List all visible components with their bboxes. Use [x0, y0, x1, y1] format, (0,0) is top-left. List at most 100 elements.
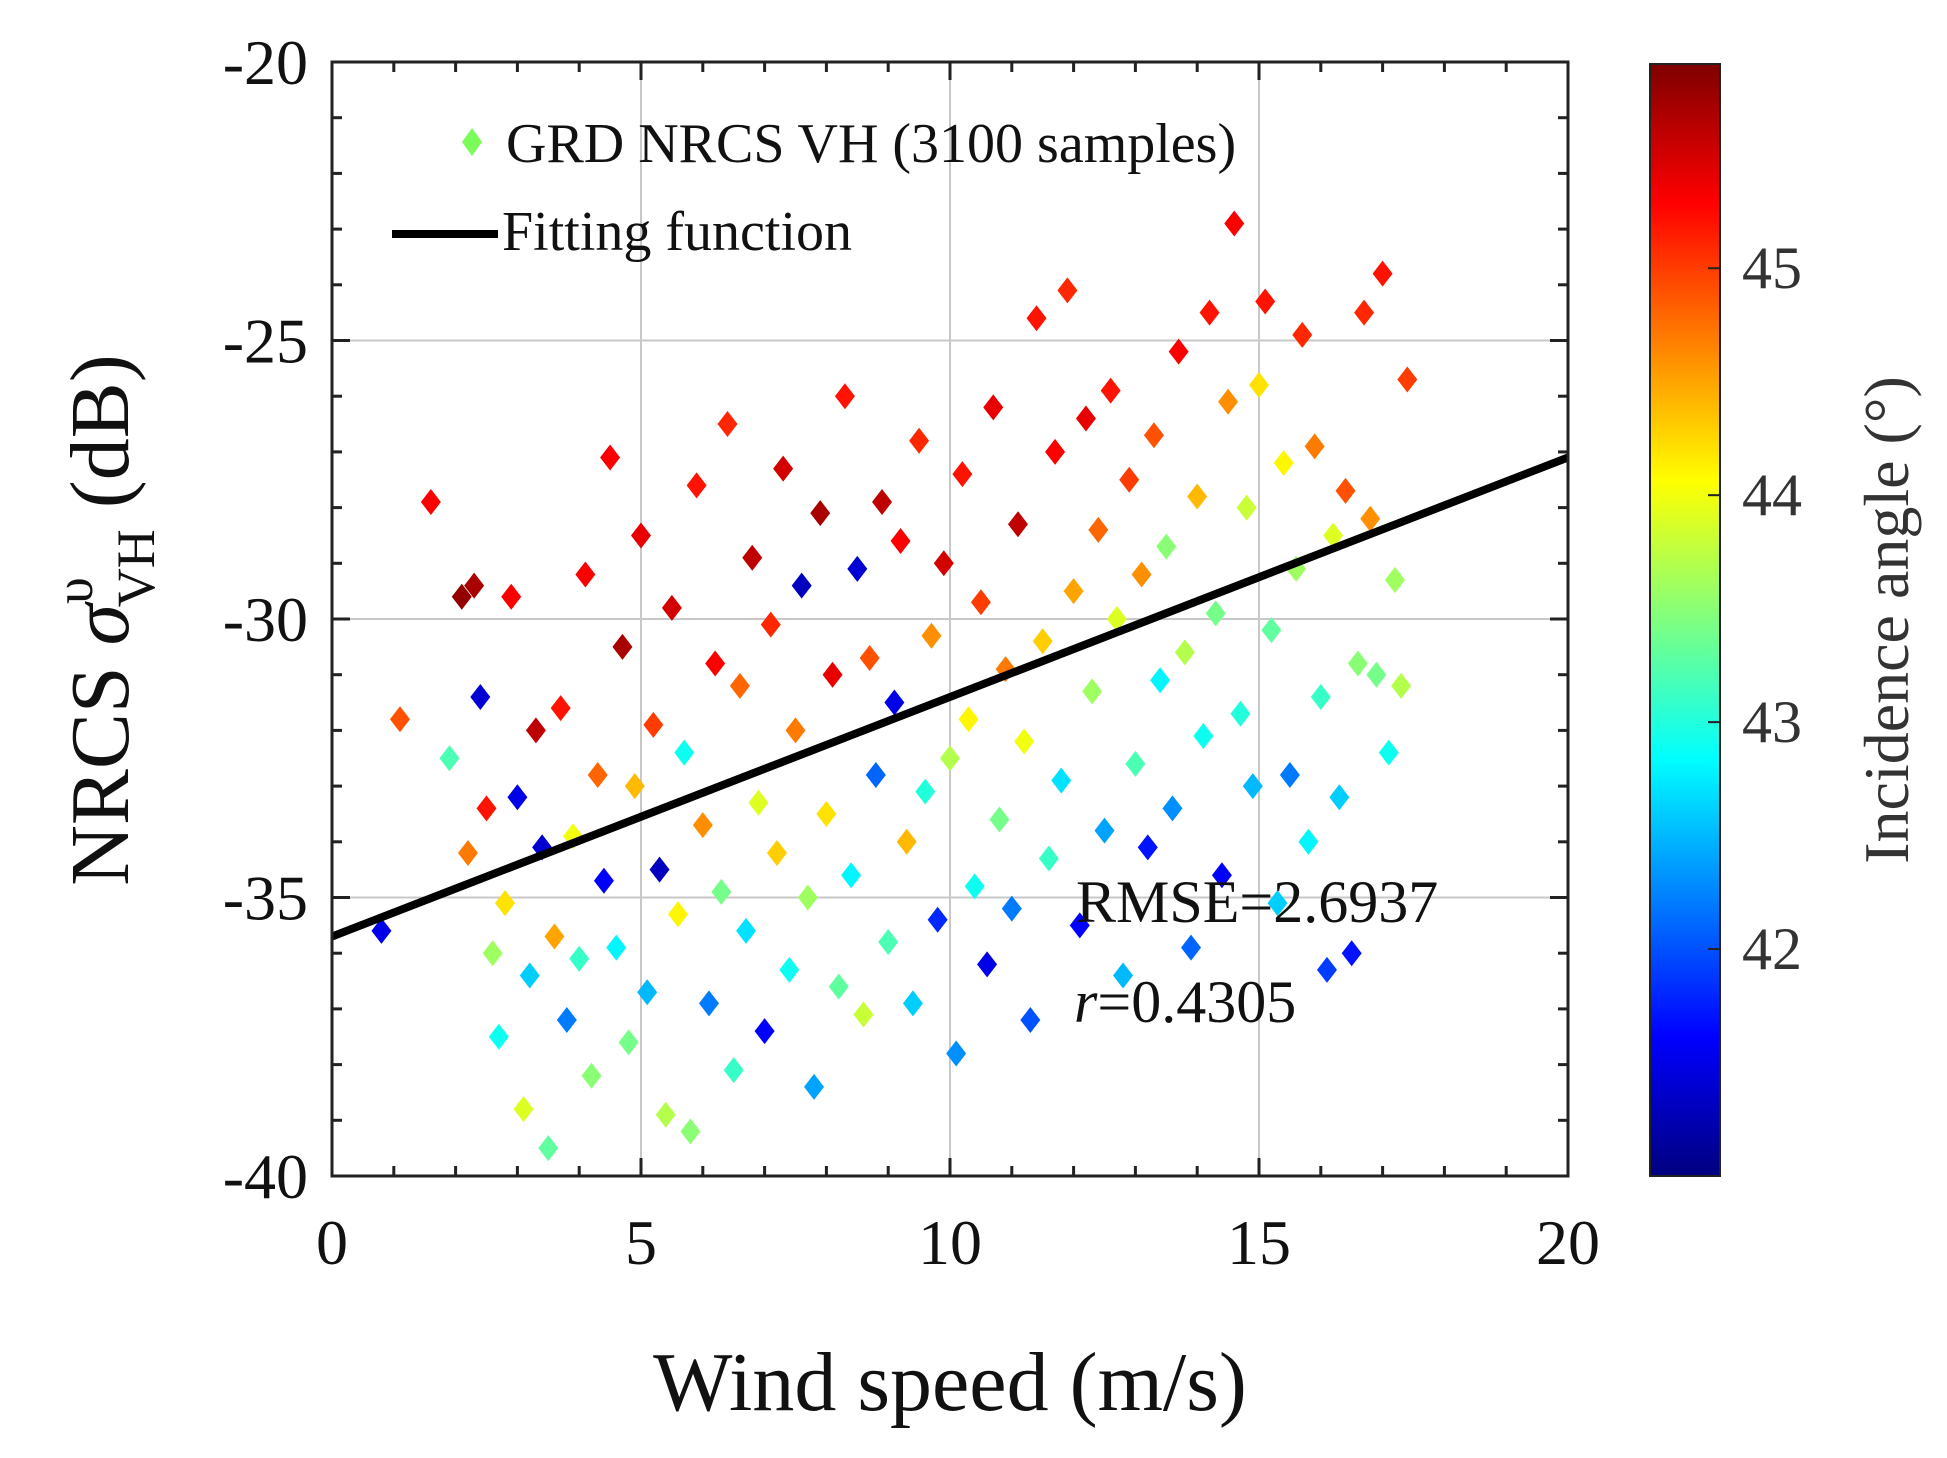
- scatter-point: [692, 812, 713, 839]
- scatter-point: [1329, 784, 1350, 811]
- scatter-point: [1150, 667, 1171, 694]
- scatter-point: [1391, 672, 1412, 699]
- scatter-point: [637, 979, 658, 1006]
- scatter-point: [1341, 940, 1362, 967]
- svg-text:NRCS συVH (dB): NRCS συVH (dB): [44, 354, 166, 886]
- scatter-point: [977, 951, 998, 978]
- y-tick-label: -40: [223, 1141, 308, 1212]
- scatter-point: [674, 739, 695, 766]
- scatter-point: [501, 583, 522, 610]
- scatter-point: [686, 472, 707, 499]
- scatter-point: [1347, 650, 1368, 677]
- fit-line: [332, 453, 1568, 941]
- scatter-point: [1267, 890, 1288, 917]
- y-label-suffix: (dB): [54, 354, 147, 529]
- scatter-point: [705, 650, 726, 677]
- r-annotation: r=0.4305: [1074, 969, 1296, 1035]
- scatter-point: [476, 795, 497, 822]
- scatter-point: [779, 956, 800, 983]
- colorbar-tick-label: 45: [1742, 235, 1802, 301]
- x-tick-label: 20: [1536, 1207, 1600, 1278]
- scatter-point: [952, 461, 973, 488]
- scatter-point: [389, 706, 410, 733]
- scatter-point: [1063, 578, 1084, 605]
- y-tick-label: -20: [223, 27, 308, 98]
- scatter-point: [1032, 628, 1053, 655]
- scatter-point: [946, 1040, 967, 1067]
- scatter-point: [1082, 678, 1103, 705]
- scatter-point: [1335, 477, 1356, 504]
- r-annotation-value: =0.4305: [1097, 969, 1296, 1035]
- scatter-point: [1205, 600, 1226, 627]
- scatter-point: [1279, 761, 1300, 788]
- scatter-point: [495, 890, 516, 917]
- scatter-point: [927, 906, 948, 933]
- rmse-annotation: RMSE=2.6937: [1076, 869, 1438, 935]
- scatter-point: [766, 839, 787, 866]
- scatter-point: [785, 717, 806, 744]
- scatter-point: [556, 1007, 577, 1034]
- scatter-point: [457, 839, 478, 866]
- scatter-point: [1137, 834, 1158, 861]
- scatter-point: [1304, 433, 1325, 460]
- x-tick-label: 15: [1227, 1207, 1291, 1278]
- scatter-point: [736, 917, 757, 944]
- scatter-point: [612, 633, 633, 660]
- scatter-point: [760, 611, 781, 638]
- scatter-point: [470, 683, 491, 710]
- scatter-point: [1236, 494, 1257, 521]
- scatter-point: [1088, 516, 1109, 543]
- scatter-point: [618, 1029, 639, 1056]
- y-label-superscript: υ: [44, 577, 104, 604]
- y-label-subscript: VH: [106, 529, 166, 607]
- colorbar-label: Incidence angle (°): [1851, 376, 1922, 864]
- scatter-point: [822, 661, 843, 688]
- scatter-point: [748, 789, 769, 816]
- scatter-point: [1162, 795, 1183, 822]
- axis-tick-marks: [330, 60, 1570, 1178]
- scatter-point: [1051, 767, 1072, 794]
- scatter-point: [1378, 739, 1399, 766]
- x-axis-label: Wind speed (m/s): [653, 1336, 1247, 1429]
- y-label-symbol: σ: [54, 600, 147, 645]
- scatter-point: [420, 489, 441, 516]
- scatter-point: [890, 528, 911, 555]
- scatter-point: [631, 522, 651, 549]
- scatter-point: [915, 778, 936, 805]
- scatter-point: [593, 867, 614, 894]
- scatter-point: [538, 1135, 559, 1162]
- scatter-point: [643, 711, 664, 738]
- scatter-point: [1354, 299, 1375, 326]
- scatter-point: [1360, 505, 1381, 532]
- scatter-point: [859, 644, 880, 671]
- scatter-point: [1224, 210, 1245, 237]
- scatter-point: [1131, 561, 1152, 588]
- scatter-point: [804, 1073, 825, 1100]
- scatter-point: [1113, 962, 1134, 989]
- grid-lines: [332, 62, 1568, 1176]
- scatter-point: [1026, 305, 1047, 332]
- scatter-point: [1199, 299, 1220, 326]
- legend-label-fit: Fitting function: [502, 201, 852, 263]
- scatter-point: [1218, 388, 1239, 415]
- scatter-point: [1230, 700, 1251, 727]
- scatter-point: [1261, 617, 1282, 644]
- scatter-point: [1298, 828, 1319, 855]
- scatter-point: [970, 589, 991, 616]
- x-tick-labels: 0 5 10 15 20: [316, 1207, 1600, 1278]
- scatter-point: [1020, 1007, 1041, 1034]
- colorbar-ticks: 42 43 44 45: [1708, 235, 1802, 982]
- scatter-point: [1106, 606, 1127, 632]
- scatter-point: [940, 745, 960, 772]
- scatter-point: [606, 934, 627, 961]
- y-tick-label: -30: [223, 584, 308, 655]
- legend-marker-diamond: [462, 128, 482, 156]
- scatter-points: [371, 210, 1418, 1162]
- scatter-point: [1397, 366, 1418, 393]
- scatter-point: [371, 917, 392, 944]
- scatter-point: [575, 561, 596, 588]
- scatter-point: [1292, 321, 1313, 348]
- scatter-point: [587, 761, 608, 788]
- colorbar-tick-label: 42: [1742, 916, 1802, 982]
